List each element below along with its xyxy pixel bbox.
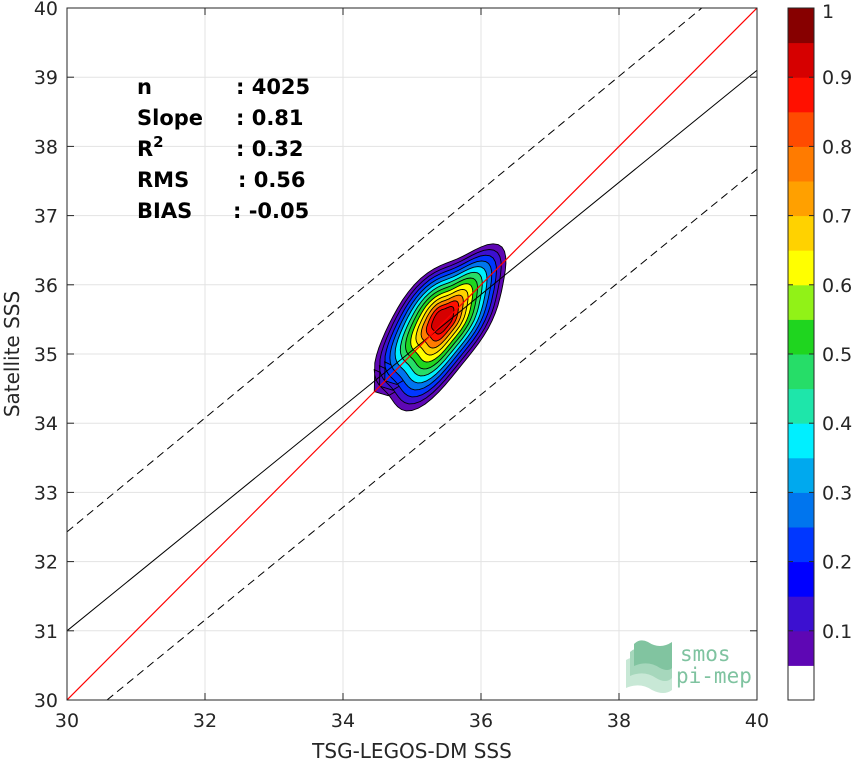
colorbar-segment (788, 354, 814, 390)
stat-value: : 0.81 (236, 106, 304, 130)
regression-line (67, 69, 757, 632)
y-tick-label: 33 (34, 482, 58, 504)
colorbar-segment (788, 423, 814, 459)
waves-icon (626, 640, 672, 693)
colorbar-tick-label: 0.3 (822, 482, 852, 504)
x-tick-label: 38 (607, 710, 631, 732)
y-tick-label: 32 (34, 552, 58, 574)
colorbar-segment (788, 319, 814, 355)
colorbar-tick-label: 0.7 (822, 206, 852, 228)
colorbar-tick-label: 0.8 (822, 136, 852, 158)
colorbar-segment (788, 146, 814, 182)
colorbar-segment (788, 630, 814, 666)
lower-bound-line (106, 168, 757, 700)
y-tick-label: 37 (34, 206, 58, 228)
colorbar: 0.1 0.2 0.3 0.4 0.5 0.6 0.7 0.8 0.9 1 (787, 1, 852, 701)
reference-lines (67, 8, 757, 700)
y-tick-label: 30 (34, 690, 58, 712)
y-axis-label: Satellite SSS (0, 291, 24, 417)
upper-bound-line (67, 8, 703, 533)
colorbar-segment (788, 457, 814, 493)
stat-label: Slope (137, 106, 203, 130)
smos-pi-mep-logo: smos pi-mep (626, 640, 752, 693)
colorbar-segment (788, 527, 814, 563)
x-tick-label: 32 (193, 710, 217, 732)
stat-superscript: 2 (153, 133, 163, 151)
logo-line2: pi-mep (676, 664, 752, 688)
colorbar-segment (788, 111, 814, 147)
x-axis-ticks: 30 32 34 36 38 40 (55, 8, 769, 732)
x-tick-label: 30 (55, 710, 79, 732)
colorbar-tick-label: 0.4 (822, 413, 852, 435)
identity-line (67, 8, 757, 700)
colorbar-segment (788, 181, 814, 217)
x-tick-label: 36 (469, 710, 493, 732)
colorbar-segment (788, 250, 814, 286)
stat-label: RMS (137, 168, 189, 192)
stat-value: : 4025 (236, 75, 310, 99)
colorbar-segment (788, 215, 814, 251)
stat-value: : 0.56 (238, 168, 306, 192)
colorbar-tick-label: 1 (822, 1, 834, 23)
colorbar-segment (788, 492, 814, 528)
y-axis-ticks: 30 31 32 33 34 35 36 37 38 39 40 (34, 0, 757, 712)
stat-label: BIAS (137, 199, 192, 223)
colorbar-tick-label: 0.6 (822, 275, 852, 297)
y-tick-label: 38 (34, 136, 58, 158)
colorbar-tick-label: 0.2 (822, 552, 852, 574)
colorbar-segment (788, 561, 814, 597)
x-tick-label: 40 (745, 710, 769, 732)
colorbar-segment (788, 77, 814, 113)
logo-line1: smos (680, 642, 731, 666)
colorbar-segment (788, 388, 814, 424)
colorbar-segment (788, 42, 814, 78)
y-tick-label: 40 (34, 0, 58, 20)
colorbar-tick-label: 0.5 (822, 344, 852, 366)
stat-value: : -0.05 (233, 199, 309, 223)
colorbar-tick-label: 0.9 (822, 67, 852, 89)
y-tick-label: 31 (34, 621, 58, 643)
colorbar-segment (788, 665, 814, 701)
y-tick-label: 35 (34, 344, 58, 366)
x-tick-label: 34 (331, 710, 355, 732)
x-axis-label: TSG-LEGOS-DM SSS (311, 739, 512, 763)
colorbar-segment (788, 284, 814, 320)
colorbar-segment (788, 8, 814, 44)
y-tick-label: 34 (34, 413, 58, 435)
colorbar-segment (788, 596, 814, 632)
y-tick-label: 36 (34, 275, 58, 297)
y-tick-label: 39 (34, 67, 58, 89)
colorbar-tick-label: 0.1 (822, 621, 852, 643)
grid-lines (66, 7, 758, 701)
stat-value: : 0.32 (236, 137, 304, 161)
stat-label: n (137, 75, 152, 99)
